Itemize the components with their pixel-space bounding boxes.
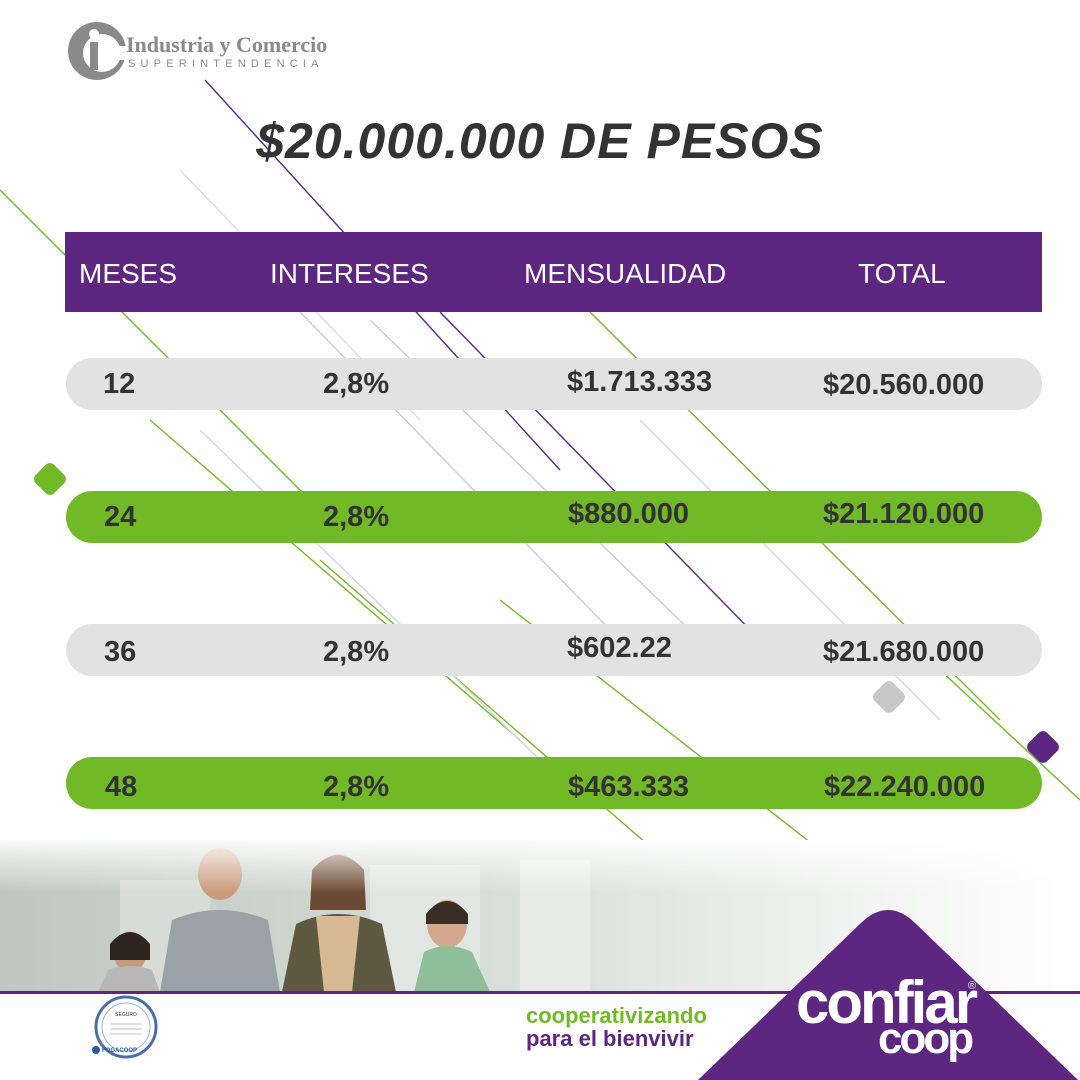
- cell-total: $21.120.000: [823, 498, 985, 530]
- coop-logo-text: coop: [878, 1014, 974, 1063]
- cell-meses: 36: [104, 636, 137, 668]
- badge-text-fogacoop: FOGACOOP: [102, 1048, 137, 1054]
- cell-total: $20.560.000: [823, 369, 985, 401]
- fogacoop-badge-icon: SEGURO FOGACOOP: [92, 995, 158, 1059]
- header-meses: MESES: [79, 258, 178, 289]
- cell-meses: 48: [105, 771, 138, 803]
- cell-total: $22.240.000: [824, 771, 986, 803]
- cell-mensualidad: $1.713.333: [567, 366, 713, 398]
- cell-meses: 24: [104, 501, 137, 533]
- header-mensualidad: MENSUALIDAD: [524, 258, 727, 289]
- cell-total: $21.680.000: [823, 636, 985, 668]
- confiar-logo-text: confiar: [796, 969, 978, 1036]
- cell-meses: 12: [103, 368, 136, 400]
- sic-logo-subtitle: SUPERINTENDENCIA: [128, 58, 324, 70]
- registered-mark: ®: [968, 980, 977, 992]
- table-row: 12 2,8% $1.713.333 $20.560.000: [66, 358, 1042, 410]
- table-row: 36 2,8% $602.22 $21.680.000: [66, 624, 1042, 676]
- sic-logo: Industria y Comercio SUPERINTENDENCIA: [66, 20, 336, 84]
- page-title: $20.000.000 DE PESOS: [256, 113, 824, 169]
- cell-mensualidad: $602.22: [567, 632, 672, 664]
- table-row: 48 2,8% $463.333 $22.240.000: [66, 757, 1042, 809]
- sic-logo-name: Industria y Comercio: [126, 32, 328, 57]
- badge-text-seguro: SEGURO: [115, 1012, 137, 1018]
- sic-logo-mark-icon: [68, 22, 128, 80]
- table-row: 24 2,8% $880.000 $21.120.000: [66, 491, 1042, 543]
- slogan-line-1: cooperativizando: [526, 1003, 707, 1028]
- gray-diamond: [873, 681, 905, 713]
- footer-divider: [0, 991, 1080, 994]
- cell-intereses: 2,8%: [323, 636, 390, 668]
- table-header: MESES INTERESES MENSUALIDAD TOTAL: [65, 232, 1042, 312]
- slogan-line-2: para el bienvivir: [526, 1026, 694, 1051]
- cell-intereses: 2,8%: [323, 501, 390, 533]
- cell-intereses: 2,8%: [323, 368, 390, 400]
- green-diamond: [34, 463, 66, 495]
- cell-mensualidad: $880.000: [568, 498, 689, 530]
- header-total: TOTAL: [858, 258, 946, 289]
- cell-mensualidad: $463.333: [568, 771, 689, 803]
- header-intereses: INTERESES: [270, 258, 429, 289]
- purple-diamond: [1027, 731, 1059, 763]
- cell-intereses: 2,8%: [323, 771, 390, 803]
